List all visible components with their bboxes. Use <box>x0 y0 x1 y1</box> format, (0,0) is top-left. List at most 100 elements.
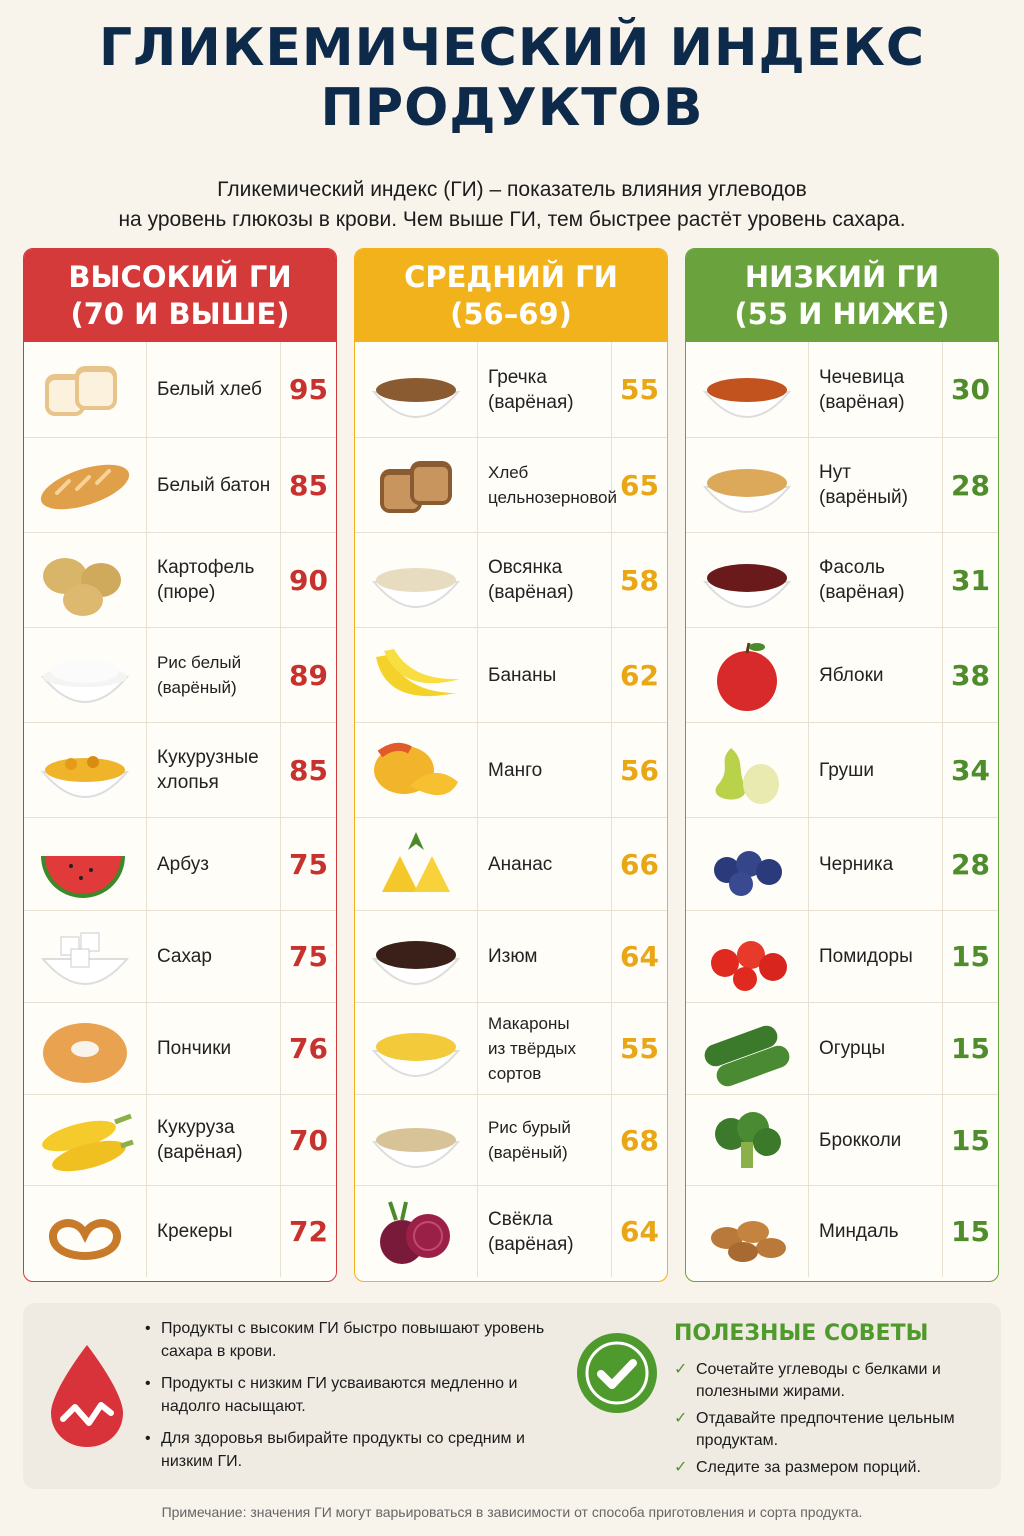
food-row: Огурцы 15 <box>686 1003 998 1095</box>
food-row: Свёкла (варёная) 64 <box>355 1186 667 1277</box>
subtitle-line-1: Гликемический индекс (ГИ) – показатель в… <box>217 178 807 201</box>
footnote: Примечание: значения ГИ могут варьироват… <box>161 1504 863 1520</box>
gi-value: 28 <box>951 847 990 881</box>
info-panel: Продукты с высоким ГИ быстро повышают ур… <box>23 1303 1001 1489</box>
food-name: Пончики <box>147 1003 281 1094</box>
tip-text: Отдавайте предпочтение цельным продуктам… <box>696 1410 955 1449</box>
food-row: Макароны из твёрдых сортов 55 <box>355 1003 667 1095</box>
watermelon-icon <box>24 818 147 910</box>
oatmeal-icon <box>355 533 478 627</box>
food-row: Арбуз 75 <box>24 818 336 911</box>
gi-value: 15 <box>951 1123 990 1157</box>
check-mark-icon: ✓ <box>674 1459 688 1476</box>
tips-list: ✓ Сочетайте углеводы с белками и полезным… <box>674 1359 994 1484</box>
gi-value: 65 <box>620 468 659 502</box>
chickpeas-icon <box>686 438 809 532</box>
food-row: Кукуруза (варёная) 70 <box>24 1095 336 1186</box>
gi-value: 15 <box>951 1215 990 1248</box>
food-name: Гречка (варёная) <box>478 342 612 437</box>
banana-icon <box>355 628 478 722</box>
food-name: Огурцы <box>809 1003 943 1094</box>
beet-icon <box>355 1186 478 1277</box>
gi-value: 31 <box>951 563 990 597</box>
donut-icon <box>24 1003 147 1094</box>
pasta-icon <box>355 1003 478 1094</box>
tip-item: ✓ Следите за размером порций. <box>674 1457 994 1479</box>
corn-flakes-icon <box>24 723 147 817</box>
food-name: Кукурузные хлопья <box>147 723 281 817</box>
food-row: Яблоки 38 <box>686 628 998 723</box>
gi-value: 34 <box>951 753 990 787</box>
food-row: Фасоль (варёная) 31 <box>686 533 998 628</box>
gi-value: 75 <box>289 940 328 973</box>
food-row: Овсянка (варёная) 58 <box>355 533 667 628</box>
food-row: Рис белый (варёный) 89 <box>24 628 336 723</box>
food-name: Сахар <box>147 911 281 1002</box>
baguette-icon <box>24 438 147 532</box>
food-row: Белый батон 85 <box>24 438 336 533</box>
column-low-gi: НИЗКИЙ ГИ (55 И НИЖЕ) Чечевица (варёная)… <box>685 248 999 1282</box>
food-name: Кукуруза (варёная) <box>147 1095 281 1185</box>
food-row: Манго 56 <box>355 723 667 818</box>
food-name: Нут (варёный) <box>809 438 943 532</box>
food-name: Рис белый (варёный) <box>147 628 281 722</box>
tip-item: ✓ Отдавайте предпочтение цельным продукта… <box>674 1408 994 1452</box>
gi-value: 64 <box>620 940 659 973</box>
food-name: Фасоль (варёная) <box>809 533 943 627</box>
food-row: Нут (варёный) 28 <box>686 438 998 533</box>
column-header-line-1: ВЫСОКИЙ ГИ <box>68 259 292 294</box>
potato-icon <box>24 533 147 627</box>
food-row: Миндаль 15 <box>686 1186 998 1277</box>
tip-item: ✓ Сочетайте углеводы с белками и полезным… <box>674 1359 994 1403</box>
gi-value: 70 <box>289 1123 328 1157</box>
sugar-icon <box>24 911 147 1002</box>
food-name: Белый батон <box>147 438 281 532</box>
food-list: Чечевица (варёная) 30 Нут (варёный) 28 Фасол… <box>686 342 998 1277</box>
food-name: Брокколи <box>809 1095 943 1185</box>
gi-value: 68 <box>620 1123 659 1157</box>
food-name: Картофель (пюре) <box>147 533 281 627</box>
gi-value: 95 <box>289 373 328 406</box>
food-row: Кукурузные хлопья 85 <box>24 723 336 818</box>
food-row: Чечевица (варёная) 30 <box>686 342 998 438</box>
column-header: НИЗКИЙ ГИ (55 И НИЖЕ) <box>686 249 998 342</box>
gi-value: 89 <box>289 658 328 692</box>
gi-value: 66 <box>620 847 659 881</box>
gi-value: 55 <box>620 1032 659 1065</box>
food-name: Яблоки <box>809 628 943 722</box>
gi-value: 28 <box>951 468 990 502</box>
food-row: Брокколи 15 <box>686 1095 998 1186</box>
food-name: Манго <box>478 723 612 817</box>
column-header-line-2: (55 И НИЖЕ) <box>734 296 950 331</box>
title-line-1: ГЛИКЕМИЧЕСКИЙ ИНДЕКС <box>98 18 926 78</box>
lentils-icon <box>686 342 809 437</box>
food-name: Макароны из твёрдых сортов <box>478 1003 612 1094</box>
apple-icon <box>686 628 809 722</box>
food-name: Изюм <box>478 911 612 1002</box>
food-list: Белый хлеб 95 Белый батон 85 Картофель (пюре… <box>24 342 336 1277</box>
tip-text: Следите за размером порций. <box>696 1459 921 1476</box>
food-row: Гречка (варёная) 55 <box>355 342 667 438</box>
food-name: Чечевица (варёная) <box>809 342 943 437</box>
column-medium-gi: СРЕДНИЙ ГИ (56–69) Гречка (варёная) 55 Хле… <box>354 248 668 1282</box>
pineapple-icon <box>355 818 478 910</box>
white-bread-icon <box>24 342 147 437</box>
food-name: Ананас <box>478 818 612 910</box>
gi-value: 72 <box>289 1215 328 1248</box>
food-name: Белый хлеб <box>147 342 281 437</box>
pear-icon <box>686 723 809 817</box>
gi-value: 56 <box>620 753 659 787</box>
blueberry-icon <box>686 818 809 910</box>
info-bullets: Продукты с высоким ГИ быстро повышают ур… <box>145 1317 553 1482</box>
info-bullet: Для здоровья выбирайте продукты со средн… <box>145 1427 553 1473</box>
food-row: Рис бурый (варёный) 68 <box>355 1095 667 1186</box>
wholegrain-bread-icon <box>355 438 478 532</box>
gi-value: 85 <box>289 753 328 787</box>
gi-value: 30 <box>951 373 990 406</box>
food-row: Хлеб цельнозерновой 65 <box>355 438 667 533</box>
column-header: СРЕДНИЙ ГИ (56–69) <box>355 249 667 342</box>
cucumber-icon <box>686 1003 809 1094</box>
subtitle-line-2: на уровень глюкозы в крови. Чем выше ГИ,… <box>118 208 906 231</box>
white-rice-icon <box>24 628 147 722</box>
blood-drop-icon <box>51 1345 123 1447</box>
